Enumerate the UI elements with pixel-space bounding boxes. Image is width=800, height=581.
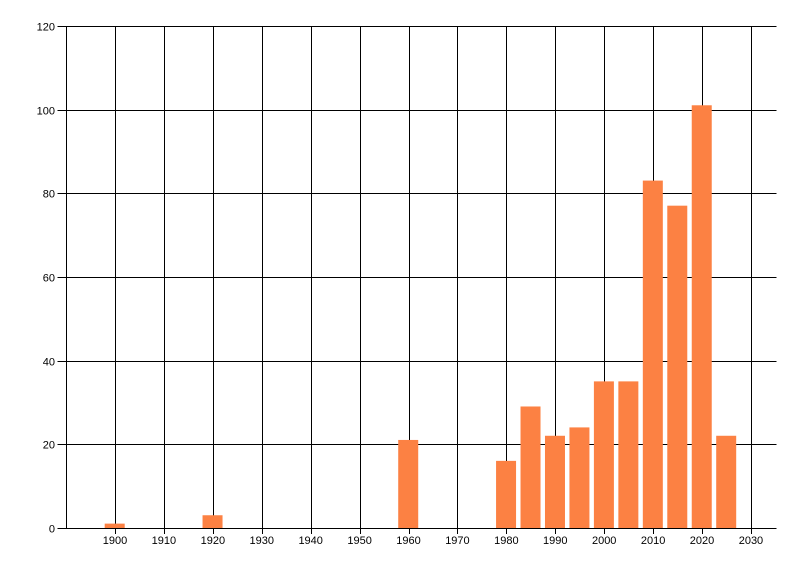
svg-text:2020: 2020 bbox=[690, 535, 714, 547]
svg-text:2030: 2030 bbox=[739, 535, 763, 547]
svg-text:1920: 1920 bbox=[201, 535, 225, 547]
svg-text:1900: 1900 bbox=[103, 535, 127, 547]
svg-text:1910: 1910 bbox=[152, 535, 176, 547]
svg-text:1970: 1970 bbox=[445, 535, 469, 547]
svg-text:40: 40 bbox=[43, 357, 55, 369]
svg-text:0: 0 bbox=[49, 524, 55, 536]
svg-text:1980: 1980 bbox=[494, 535, 518, 547]
svg-text:1940: 1940 bbox=[298, 535, 322, 547]
svg-text:1950: 1950 bbox=[347, 535, 371, 547]
svg-text:20: 20 bbox=[43, 440, 55, 452]
svg-text:2010: 2010 bbox=[641, 535, 665, 547]
svg-text:80: 80 bbox=[43, 189, 55, 201]
svg-text:120: 120 bbox=[37, 22, 55, 34]
svg-text:100: 100 bbox=[37, 106, 55, 118]
svg-text:2000: 2000 bbox=[592, 535, 616, 547]
svg-text:60: 60 bbox=[43, 273, 55, 285]
svg-text:1930: 1930 bbox=[250, 535, 274, 547]
svg-text:1990: 1990 bbox=[543, 535, 567, 547]
svg-text:1960: 1960 bbox=[396, 535, 420, 547]
